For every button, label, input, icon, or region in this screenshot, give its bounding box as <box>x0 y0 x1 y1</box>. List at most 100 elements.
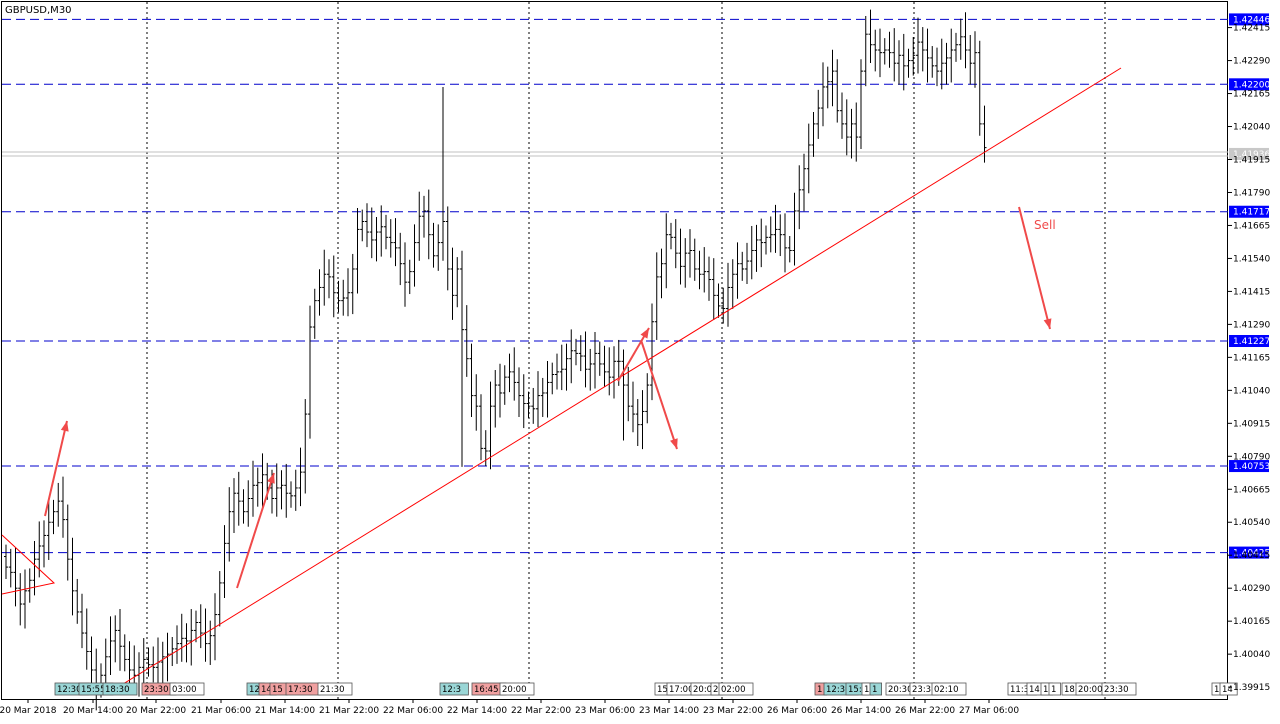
candle <box>925 28 930 83</box>
candle <box>488 381 493 470</box>
candle <box>607 347 612 396</box>
candle <box>75 578 80 624</box>
event-marker[interactable]: 23:30 <box>1101 682 1137 696</box>
event-marker[interactable]: 03:00 <box>169 682 205 696</box>
sell-annotation: Sell <box>1034 218 1056 232</box>
event-marker[interactable]: 14 <box>1219 682 1238 696</box>
candle <box>564 343 569 391</box>
candle <box>407 259 412 295</box>
event-marker[interactable]: 1 <box>1048 682 1062 696</box>
candle <box>840 92 844 139</box>
candle <box>963 12 968 69</box>
candle <box>108 616 113 675</box>
candle <box>13 547 18 607</box>
candle <box>232 478 236 534</box>
arrow-annotation[interactable] <box>617 327 650 382</box>
candle <box>70 537 75 616</box>
candle <box>227 487 232 562</box>
candle <box>80 593 84 649</box>
event-marker[interactable]: 1 <box>869 682 883 696</box>
candle <box>626 366 631 422</box>
level-price-label: 1.41227 <box>1233 337 1270 347</box>
candle <box>327 259 331 299</box>
event-marker[interactable]: 02:10 <box>931 682 967 696</box>
svg-text:03:00: 03:00 <box>172 685 197 695</box>
x-tick-label: 20 Mar 22:00 <box>126 706 186 716</box>
candle <box>935 47 939 87</box>
candle <box>194 610 198 643</box>
candle <box>540 377 545 417</box>
y-tick-label: 1.41040 <box>1233 386 1270 396</box>
candle <box>374 217 379 262</box>
candle <box>569 329 574 384</box>
event-marker[interactable]: 20:00 <box>499 682 535 696</box>
candle <box>835 59 840 123</box>
candle <box>293 469 298 511</box>
candle <box>878 28 882 78</box>
candle <box>792 192 797 266</box>
event-marker[interactable]: 21:30 <box>317 682 353 696</box>
candle <box>23 569 27 629</box>
event-marker[interactable]: 12:3 <box>439 682 469 696</box>
y-tick-label: 1.40415 <box>1233 551 1270 561</box>
x-tick-label: 27 Mar 06:00 <box>959 706 1019 716</box>
candle <box>521 374 526 429</box>
svg-text:16:45: 16:45 <box>474 685 499 695</box>
candle <box>593 332 597 389</box>
candle <box>331 255 336 318</box>
arrow-annotation[interactable] <box>640 339 678 450</box>
candle <box>635 399 640 447</box>
svg-text:23:30: 23:30 <box>144 685 169 695</box>
x-tick-label: 20 Mar 2018 <box>0 706 57 716</box>
candle <box>350 253 355 315</box>
svg-text:14: 14 <box>261 685 272 695</box>
candle <box>151 646 156 683</box>
candle <box>393 218 398 267</box>
candle <box>730 259 735 309</box>
svg-text:23:30: 23:30 <box>1104 685 1129 695</box>
candle <box>246 480 251 527</box>
y-tick-label: 1.42415 <box>1233 24 1270 34</box>
candle <box>920 27 925 72</box>
candle <box>578 335 583 372</box>
arrow-annotation[interactable] <box>1018 206 1052 330</box>
candle <box>431 222 436 268</box>
event-marker[interactable]: 18:30 <box>102 682 138 696</box>
candle <box>303 399 308 494</box>
arrow-annotation[interactable] <box>44 420 69 517</box>
level-price-label: 1.40753 <box>1233 462 1270 472</box>
svg-text:1: 1 <box>1214 685 1219 695</box>
candle <box>783 213 787 273</box>
candle <box>911 37 916 76</box>
svg-text:15:55: 15:55 <box>81 685 106 695</box>
candle <box>887 31 892 68</box>
candle <box>939 38 944 90</box>
candle <box>849 108 854 159</box>
event-marker[interactable]: 17:30 <box>285 682 321 696</box>
candle <box>830 49 835 107</box>
candle <box>379 205 384 257</box>
arrow-annotation[interactable] <box>236 472 275 589</box>
candle <box>469 343 474 417</box>
event-marker[interactable]: 02:00 <box>718 682 754 696</box>
candle <box>502 365 507 405</box>
candle <box>365 203 369 248</box>
y-tick-label: 1.42165 <box>1233 90 1270 100</box>
svg-text:18:30: 18:30 <box>105 685 130 695</box>
candle <box>127 641 132 686</box>
candle <box>450 247 455 320</box>
candle <box>341 279 346 316</box>
candle <box>417 191 422 261</box>
event-marker[interactable]: 16:45 <box>471 682 507 696</box>
candle <box>179 613 184 662</box>
candle <box>707 256 711 301</box>
candle <box>289 481 293 508</box>
x-tick-label: 22 Mar 22:00 <box>511 706 571 716</box>
level-price-label: 1.40425 <box>1233 549 1270 559</box>
trend-line[interactable] <box>114 67 1122 690</box>
candle <box>854 102 859 162</box>
event-marker[interactable]: 15 <box>269 682 288 696</box>
triangle-pattern[interactable] <box>1 534 56 595</box>
